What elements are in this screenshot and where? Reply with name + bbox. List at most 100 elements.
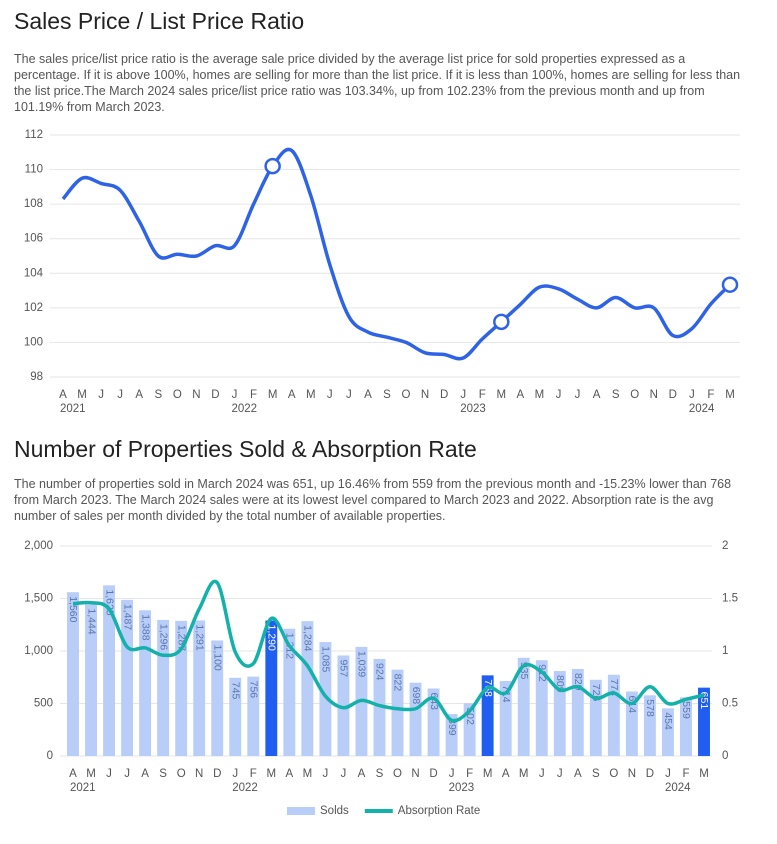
x-tick-label: D: [646, 768, 654, 780]
legend-label: Solds: [320, 805, 349, 817]
x-tick-label: A: [59, 389, 67, 401]
line: [72, 579, 705, 723]
x-tick-label: A: [593, 389, 601, 401]
x-tick-label: J: [341, 768, 347, 780]
data-label: 578: [644, 699, 656, 717]
x-tick-label: F: [682, 768, 689, 780]
y-tick-label: 2,000: [24, 540, 53, 552]
x-tick-label: J: [575, 389, 581, 401]
legend-swatch: [287, 807, 315, 815]
x-group-label: 2022: [232, 403, 258, 415]
y-tick-label: 102: [24, 302, 43, 314]
bar: [391, 669, 404, 756]
x-tick-label: J: [449, 768, 455, 780]
y-tick-label: 108: [24, 198, 43, 210]
y-tick-label: 112: [25, 129, 43, 141]
bar: [283, 628, 296, 756]
x-tick-label: D: [213, 768, 221, 780]
bar: [463, 703, 476, 756]
x-tick-label: O: [609, 768, 618, 780]
bar: [680, 697, 692, 756]
x-tick-label: A: [69, 768, 77, 780]
x-tick-label: A: [517, 389, 525, 401]
x-tick-label: A: [502, 768, 510, 780]
data-label: 822: [392, 674, 404, 692]
x-tick-label: M: [699, 768, 709, 780]
data-label: 1,100: [211, 645, 223, 671]
x-tick-label: S: [154, 389, 162, 401]
highlight-marker: [721, 276, 739, 293]
x-group-label: 2024: [689, 403, 715, 415]
x-tick-label: A: [364, 389, 372, 401]
bar: [553, 671, 566, 756]
chart-title: Sales Price / List Price Ratio: [14, 8, 305, 34]
x-tick-label: J: [665, 768, 671, 780]
data-label: 698: [410, 687, 422, 705]
x-tick-label: J: [556, 389, 562, 401]
x-tick-label: N: [421, 389, 429, 401]
x-tick-label: J: [539, 768, 545, 780]
bar: [499, 681, 512, 756]
x-tick-label: A: [574, 768, 582, 780]
x-tick-label: J: [689, 389, 695, 401]
bar: [319, 642, 332, 756]
x-tick-label: S: [612, 389, 620, 401]
x-tick-label: D: [211, 389, 219, 401]
x-tick-label: J: [117, 389, 123, 401]
y-tick-label: 1,000: [24, 645, 53, 657]
x-group-label: 2023: [460, 403, 486, 415]
bar: [265, 620, 278, 756]
bar: [571, 668, 584, 756]
data-label: 1,560: [67, 596, 79, 622]
bar: [103, 585, 116, 756]
x-tick-label: J: [460, 389, 466, 401]
data-label: 924: [374, 663, 386, 681]
y2-tick-label: 0.5: [722, 698, 738, 710]
x-tick-label: S: [376, 768, 384, 780]
x-tick-label: J: [232, 389, 238, 401]
x-tick-label: J: [124, 768, 130, 780]
highlight-marker: [493, 313, 510, 331]
x-tick-label: A: [286, 768, 294, 780]
x-tick-label: M: [267, 768, 277, 780]
bar: [427, 688, 440, 756]
x-group-label: 2021: [60, 403, 86, 415]
x-group-label: 2023: [449, 782, 475, 794]
bar: [373, 658, 386, 756]
x-tick-label: M: [725, 389, 735, 401]
x-tick-label: M: [306, 389, 316, 401]
x-tick-label: J: [98, 389, 104, 401]
bar: [481, 675, 494, 756]
data-label: 1,487: [121, 604, 133, 630]
x-tick-label: F: [466, 768, 473, 780]
legend-label: Absorption Rate: [398, 805, 480, 817]
bar: [698, 687, 710, 756]
bar: [607, 674, 620, 756]
x-tick-label: M: [535, 389, 545, 401]
x-tick-label: S: [383, 389, 391, 401]
x-tick-label: D: [429, 768, 437, 780]
x-tick-label: S: [159, 768, 167, 780]
highlight-marker: [264, 157, 281, 175]
line: [61, 147, 732, 361]
x-tick-label: J: [232, 768, 238, 780]
chart-title: Number of Properties Sold & Absorption R…: [14, 436, 477, 462]
data-label: 745: [229, 682, 241, 700]
bar: [85, 604, 97, 756]
x-tick-label: M: [77, 389, 87, 401]
bar: [139, 610, 152, 756]
bar: [643, 695, 656, 756]
y-tick-label: 100: [24, 336, 43, 348]
bar: [193, 620, 206, 756]
data-label: 1,291: [193, 624, 205, 650]
x-tick-label: N: [650, 389, 658, 401]
bar: [625, 691, 638, 756]
x-tick-label: J: [346, 389, 352, 401]
x-tick-label: M: [303, 768, 313, 780]
bar: [211, 640, 224, 756]
bar: [445, 714, 458, 756]
x-tick-label: N: [628, 768, 636, 780]
y-tick-label: 110: [25, 164, 43, 176]
x-tick-label: F: [250, 768, 257, 780]
x-tick-label: M: [268, 389, 278, 401]
